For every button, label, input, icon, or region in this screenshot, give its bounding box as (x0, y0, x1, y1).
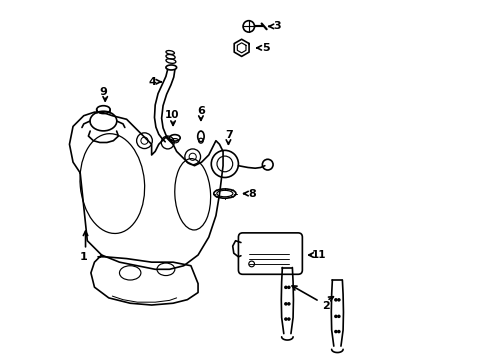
Circle shape (337, 330, 339, 333)
Text: 5: 5 (262, 43, 269, 53)
Text: 6: 6 (197, 106, 204, 116)
Text: 8: 8 (248, 189, 256, 199)
Text: 11: 11 (312, 250, 326, 260)
Text: 2: 2 (321, 301, 329, 311)
Text: 1: 1 (80, 252, 87, 262)
Text: 9: 9 (99, 87, 107, 97)
Circle shape (337, 299, 339, 301)
Circle shape (287, 286, 289, 288)
Circle shape (337, 315, 339, 318)
Circle shape (287, 318, 289, 320)
Circle shape (284, 303, 286, 305)
Text: 3: 3 (272, 21, 280, 31)
Circle shape (334, 330, 336, 333)
Circle shape (287, 303, 289, 305)
Circle shape (334, 299, 336, 301)
Circle shape (284, 318, 286, 320)
Text: 4: 4 (148, 77, 156, 87)
Text: 7: 7 (225, 130, 233, 140)
Circle shape (334, 315, 336, 318)
Circle shape (284, 286, 286, 288)
Text: 10: 10 (164, 110, 179, 120)
